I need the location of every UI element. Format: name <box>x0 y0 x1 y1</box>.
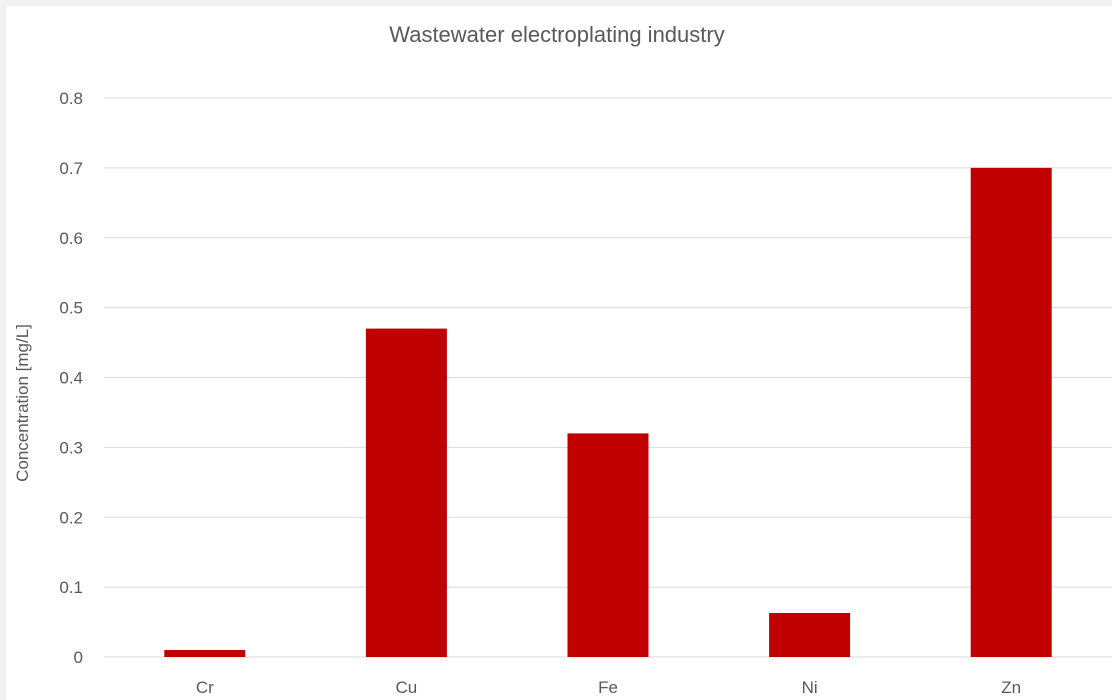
bar-cu <box>365 328 447 657</box>
y-tick-label: 0.1 <box>59 578 83 597</box>
bars <box>164 167 1052 657</box>
y-tick-label: 0 <box>74 648 83 667</box>
x-tick-label-fe: Fe <box>598 678 618 697</box>
bar-ni <box>769 612 851 657</box>
y-tick-label: 0.3 <box>59 438 83 457</box>
y-tick-label: 0.5 <box>59 299 83 318</box>
x-tick-label-cu: Cu <box>396 678 418 697</box>
y-tick-label: 0.7 <box>59 159 83 178</box>
bar-cr <box>164 650 246 657</box>
y-tick-label: 0.6 <box>59 229 83 248</box>
x-tick-label-ni: Ni <box>802 678 818 697</box>
chart-background <box>6 6 1112 700</box>
x-tick-label-zn: Zn <box>1001 678 1021 697</box>
bar-fe <box>567 433 649 657</box>
y-tick-label: 0.8 <box>59 89 83 108</box>
bar-zn <box>970 167 1052 657</box>
y-axis-ticks: 0 0.1 0.2 0.3 0.4 0.5 0.6 0.7 0.8 <box>59 89 83 667</box>
x-tick-label-cr: Cr <box>196 678 214 697</box>
y-tick-label: 0.2 <box>59 508 83 527</box>
x-axis-ticks: Cr Cu Fe Ni Zn <box>196 678 1021 697</box>
y-tick-label: 0.4 <box>59 369 83 388</box>
y-axis-label: Concentration [mg/L] <box>13 324 32 482</box>
chart-title: Wastewater electroplating industry <box>389 22 724 47</box>
